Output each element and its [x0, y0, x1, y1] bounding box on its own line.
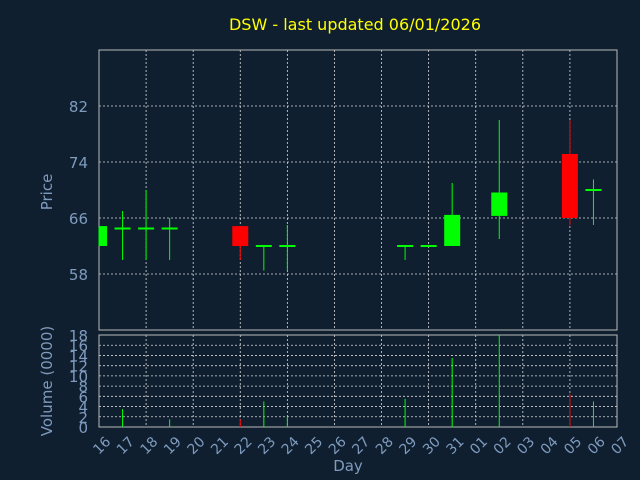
- x-tick-label: 16: [90, 434, 114, 458]
- candle-body: [138, 227, 155, 230]
- price-tick-label: 58: [69, 266, 88, 284]
- x-tick-label: 20: [185, 434, 209, 458]
- x-axis-label: Day: [333, 457, 363, 475]
- x-tick-label: 25: [302, 434, 326, 458]
- x-tick-label: 22: [232, 434, 256, 458]
- candle: [491, 120, 508, 239]
- candle-body: [585, 189, 602, 191]
- volume-tick-label: 10: [69, 368, 88, 386]
- x-tick-label: 23: [255, 434, 279, 458]
- x-tick-label: 21: [208, 434, 232, 458]
- candle: [279, 225, 296, 271]
- x-tick-label: 29: [396, 434, 420, 458]
- candle-body: [444, 214, 461, 246]
- x-tick-label: 05: [561, 434, 585, 458]
- chart-title: DSW - last updated 06/01/2026: [229, 15, 481, 34]
- x-tick-label: 24: [279, 434, 303, 458]
- candle-body: [232, 226, 249, 246]
- volume-tick-label: 12: [69, 358, 88, 376]
- volume-tick-label: 8: [78, 378, 88, 396]
- price-tick-label: 74: [69, 154, 88, 172]
- price-frame: [98, 49, 618, 331]
- x-tick-label: 06: [585, 434, 609, 458]
- candle-body: [279, 245, 296, 247]
- candle: [561, 120, 578, 225]
- volume-frame: [98, 334, 618, 428]
- x-tick-label: 27: [349, 434, 373, 458]
- x-tick-label: 18: [137, 434, 161, 458]
- candle: [161, 218, 178, 260]
- candle-body: [99, 226, 107, 246]
- price-panel: 58 66 74 82 Price: [38, 49, 618, 331]
- candle-body: [397, 245, 414, 247]
- volume-tick-label: 6: [78, 388, 88, 406]
- x-tick-label: 17: [114, 434, 138, 458]
- volume-tick-label: 2: [78, 409, 88, 427]
- candle: [420, 245, 437, 247]
- x-tick-label: 26: [326, 434, 350, 458]
- candle: [232, 226, 249, 260]
- candle-body: [561, 154, 578, 218]
- candle-body: [114, 227, 131, 230]
- volume-tick-label: 0: [78, 419, 88, 437]
- x-tick-label: 31: [444, 434, 468, 458]
- volume-axis-label: Volume (0000): [38, 326, 56, 436]
- volume-tick-label: 16: [69, 337, 88, 355]
- candle-body: [491, 192, 508, 216]
- candle: [114, 211, 131, 260]
- candle: [98, 226, 107, 246]
- volume-tick-label: 4: [78, 399, 88, 417]
- candle-body: [161, 227, 178, 230]
- volume-tick-label: 14: [69, 347, 88, 365]
- x-tick-label: 19: [161, 434, 185, 458]
- x-tick-label: 01: [467, 434, 491, 458]
- candle-body: [255, 245, 272, 247]
- price-axis-label: Price: [38, 174, 56, 211]
- x-tick-label: 28: [373, 434, 397, 458]
- candle-body: [420, 245, 437, 247]
- candle: [585, 179, 602, 225]
- x-tick-label: 03: [514, 434, 538, 458]
- x-tick-label: 30: [420, 434, 444, 458]
- x-tick-label: 07: [608, 434, 632, 458]
- candle: [444, 183, 461, 246]
- price-tick-label: 66: [69, 210, 88, 228]
- candle: [138, 190, 155, 260]
- price-tick-label: 82: [69, 98, 88, 116]
- candle: [397, 245, 414, 260]
- x-tick-label: 04: [538, 434, 562, 458]
- candle: [255, 245, 272, 271]
- x-tick-label: 02: [491, 434, 515, 458]
- volume-tick-label: 18: [69, 327, 88, 345]
